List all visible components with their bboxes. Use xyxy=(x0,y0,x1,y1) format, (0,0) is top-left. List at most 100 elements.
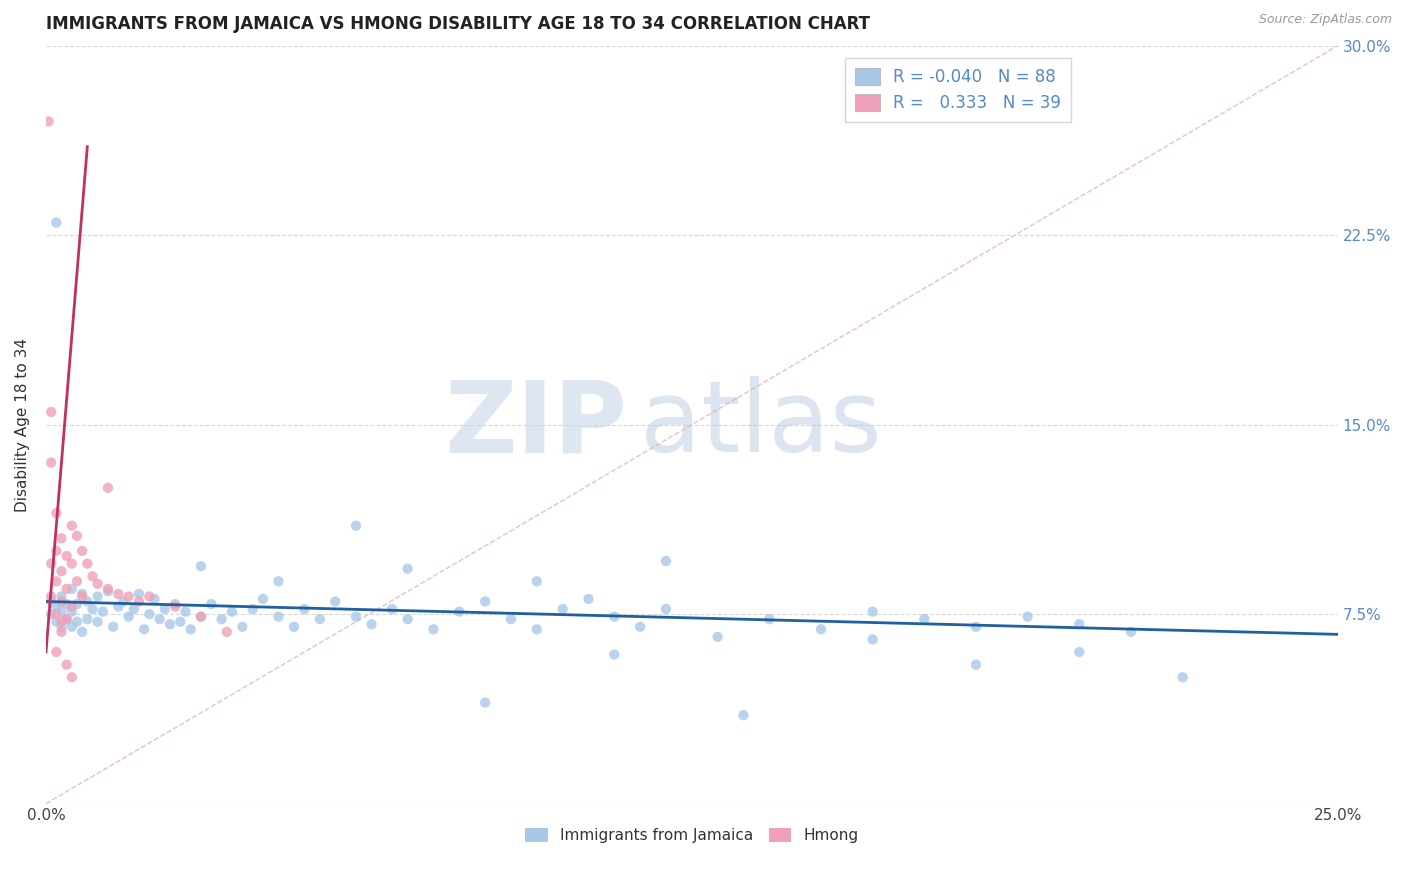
Immigrants from Jamaica xyxy=(153,602,176,616)
Immigrants from Jamaica xyxy=(169,615,191,629)
Immigrants from Jamaica xyxy=(122,602,145,616)
Immigrants from Jamaica xyxy=(810,622,832,636)
Immigrants from Jamaica xyxy=(70,624,93,639)
Immigrants from Jamaica xyxy=(706,630,728,644)
Text: IMMIGRANTS FROM JAMAICA VS HMONG DISABILITY AGE 18 TO 34 CORRELATION CHART: IMMIGRANTS FROM JAMAICA VS HMONG DISABIL… xyxy=(46,15,870,33)
Immigrants from Jamaica xyxy=(76,612,98,626)
Immigrants from Jamaica xyxy=(267,609,290,624)
Hmong xyxy=(66,574,89,589)
Immigrants from Jamaica xyxy=(292,602,315,616)
Hmong xyxy=(215,624,238,639)
Immigrants from Jamaica xyxy=(190,609,212,624)
Immigrants from Jamaica xyxy=(51,620,73,634)
Immigrants from Jamaica xyxy=(97,584,120,599)
Hmong xyxy=(86,576,108,591)
Immigrants from Jamaica xyxy=(55,612,77,626)
Immigrants from Jamaica xyxy=(655,602,678,616)
Immigrants from Jamaica xyxy=(149,612,172,626)
Hmong xyxy=(38,114,60,128)
Immigrants from Jamaica xyxy=(1069,617,1091,632)
Immigrants from Jamaica xyxy=(551,602,574,616)
Hmong xyxy=(190,609,212,624)
Immigrants from Jamaica xyxy=(360,617,382,632)
Immigrants from Jamaica xyxy=(862,605,884,619)
Hmong xyxy=(39,456,62,470)
Immigrants from Jamaica xyxy=(603,609,626,624)
Immigrants from Jamaica xyxy=(117,609,139,624)
Hmong xyxy=(39,405,62,419)
Immigrants from Jamaica xyxy=(55,597,77,611)
Immigrants from Jamaica xyxy=(138,607,160,621)
Immigrants from Jamaica xyxy=(39,594,62,608)
Hmong xyxy=(66,529,89,543)
Hmong xyxy=(76,557,98,571)
Immigrants from Jamaica xyxy=(474,594,496,608)
Immigrants from Jamaica xyxy=(86,590,108,604)
Immigrants from Jamaica xyxy=(143,591,166,606)
Immigrants from Jamaica xyxy=(45,615,67,629)
Immigrants from Jamaica xyxy=(174,605,197,619)
Hmong xyxy=(45,544,67,558)
Immigrants from Jamaica xyxy=(1171,670,1194,684)
Hmong xyxy=(70,590,93,604)
Hmong xyxy=(97,481,120,495)
Hmong xyxy=(55,582,77,596)
Hmong xyxy=(55,657,77,672)
Y-axis label: Disability Age 18 to 34: Disability Age 18 to 34 xyxy=(15,338,30,512)
Immigrants from Jamaica xyxy=(1069,645,1091,659)
Hmong xyxy=(51,532,73,546)
Hmong xyxy=(39,557,62,571)
Hmong xyxy=(45,607,67,621)
Immigrants from Jamaica xyxy=(323,594,346,608)
Immigrants from Jamaica xyxy=(499,612,522,626)
Immigrants from Jamaica xyxy=(381,602,404,616)
Hmong xyxy=(39,590,62,604)
Immigrants from Jamaica xyxy=(180,622,202,636)
Hmong xyxy=(60,557,83,571)
Immigrants from Jamaica xyxy=(396,562,419,576)
Immigrants from Jamaica xyxy=(165,597,187,611)
Immigrants from Jamaica xyxy=(526,622,548,636)
Immigrants from Jamaica xyxy=(965,620,987,634)
Immigrants from Jamaica xyxy=(422,622,444,636)
Hmong xyxy=(51,564,73,578)
Immigrants from Jamaica xyxy=(449,605,471,619)
Hmong xyxy=(45,645,67,659)
Hmong xyxy=(51,615,73,629)
Hmong xyxy=(55,612,77,626)
Immigrants from Jamaica xyxy=(66,597,89,611)
Immigrants from Jamaica xyxy=(51,605,73,619)
Text: Source: ZipAtlas.com: Source: ZipAtlas.com xyxy=(1258,13,1392,27)
Text: atlas: atlas xyxy=(640,376,882,473)
Immigrants from Jamaica xyxy=(51,590,73,604)
Immigrants from Jamaica xyxy=(242,602,264,616)
Immigrants from Jamaica xyxy=(112,594,135,608)
Hmong xyxy=(60,670,83,684)
Immigrants from Jamaica xyxy=(308,612,330,626)
Legend: R = -0.040   N = 88, R =   0.333   N = 39: R = -0.040 N = 88, R = 0.333 N = 39 xyxy=(845,58,1071,122)
Immigrants from Jamaica xyxy=(252,591,274,606)
Immigrants from Jamaica xyxy=(128,587,150,601)
Hmong xyxy=(45,506,67,520)
Immigrants from Jamaica xyxy=(283,620,305,634)
Immigrants from Jamaica xyxy=(39,607,62,621)
Immigrants from Jamaica xyxy=(1017,609,1039,624)
Hmong xyxy=(60,599,83,614)
Immigrants from Jamaica xyxy=(526,574,548,589)
Immigrants from Jamaica xyxy=(91,605,114,619)
Immigrants from Jamaica xyxy=(134,622,156,636)
Immigrants from Jamaica xyxy=(628,620,651,634)
Immigrants from Jamaica xyxy=(60,605,83,619)
Hmong xyxy=(128,594,150,608)
Immigrants from Jamaica xyxy=(862,632,884,647)
Immigrants from Jamaica xyxy=(70,587,93,601)
Immigrants from Jamaica xyxy=(45,215,67,229)
Text: ZIP: ZIP xyxy=(444,376,627,473)
Immigrants from Jamaica xyxy=(758,612,780,626)
Hmong xyxy=(165,599,187,614)
Immigrants from Jamaica xyxy=(66,615,89,629)
Immigrants from Jamaica xyxy=(396,612,419,626)
Immigrants from Jamaica xyxy=(82,602,104,616)
Immigrants from Jamaica xyxy=(107,599,129,614)
Hmong xyxy=(51,624,73,639)
